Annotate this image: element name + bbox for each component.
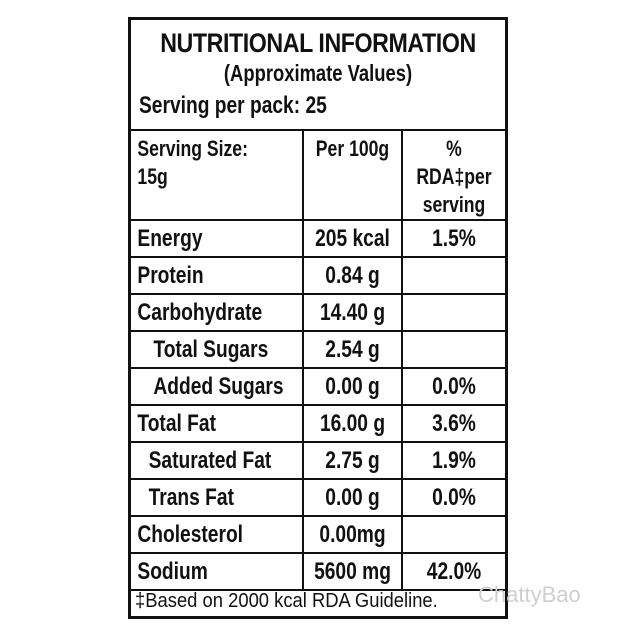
nutrient-name: Trans Fat [131,478,304,517]
header-per-100g: Per 100g [302,129,403,221]
nutrition-label: NUTRITIONAL INFORMATION (Approximate Val… [128,17,508,619]
nutrient-name: Cholesterol [131,515,304,554]
label-subtitle: (Approximate Values) [223,60,413,86]
table-row: Trans Fat 0.00 g 0.0% [131,478,505,517]
nutrient-name: Sodium [131,552,304,591]
label-title: NUTRITIONAL INFORMATION [160,28,476,58]
rda-footnote: ‡Based on 2000 kcal RDA Guideline. [135,590,438,612]
nutrient-per-100g: 2.75 g [302,441,403,480]
nutrient-per-100g: 2.54 g [302,330,403,369]
table-row: Sodium 5600 mg 42.0% [131,552,505,591]
nutrient-per-100g: 16.00 g [302,404,403,443]
table-row: Total Sugars 2.54 g [131,330,505,369]
watermark: ChattyBao [478,582,581,607]
nutrient-per-100g: 5600 mg [302,552,403,591]
nutrient-rda: 42.0% [401,552,505,591]
nutrient-rda [401,330,505,369]
nutrient-per-100g: 0.84 g [302,256,403,295]
table-row: Protein 0.84 g [131,256,505,295]
nutrient-rda: 0.0% [401,367,505,406]
nutrient-per-100g: 0.00mg [302,515,403,554]
table-row: Total Fat 16.00 g 3.6% [131,404,505,443]
nutrient-name: Added Sugars [131,367,304,406]
table-row: Carbohydrate 14.40 g [131,293,505,332]
nutrient-per-100g: 0.00 g [302,478,403,517]
nutrient-per-100g: 205 kcal [302,219,403,258]
nutrient-rda: 0.0% [401,478,505,517]
header-rda: % RDA‡per serving [401,129,505,221]
nutrition-table: Serving Size: 15g Per 100g % RDA‡per ser… [131,129,505,591]
nutrient-rda: 1.5% [401,219,505,258]
nutrient-rda [401,293,505,332]
serving-per-pack: Serving per pack: 25 [139,92,327,119]
table-header-row: Serving Size: 15g Per 100g % RDA‡per ser… [131,129,505,221]
table-row: Added Sugars 0.00 g 0.0% [131,367,505,406]
nutrient-per-100g: 14.40 g [302,293,403,332]
nutrient-rda [401,256,505,295]
header-serving-size: Serving Size: 15g [131,129,304,221]
nutrient-name: Protein [131,256,304,295]
table-row: Saturated Fat 2.75 g 1.9% [131,441,505,480]
table-row: Cholesterol 0.00mg [131,515,505,554]
nutrient-name: Energy [131,219,304,258]
nutrient-per-100g: 0.00 g [302,367,403,406]
nutrient-rda: 1.9% [401,441,505,480]
nutrient-rda [401,515,505,554]
nutrient-name: Total Fat [131,404,304,443]
nutrient-name: Saturated Fat [131,441,304,480]
nutrient-name: Total Sugars [131,330,304,369]
nutrient-rda: 3.6% [401,404,505,443]
table-row: Energy 205 kcal 1.5% [131,219,505,258]
nutrient-name: Carbohydrate [131,293,304,332]
